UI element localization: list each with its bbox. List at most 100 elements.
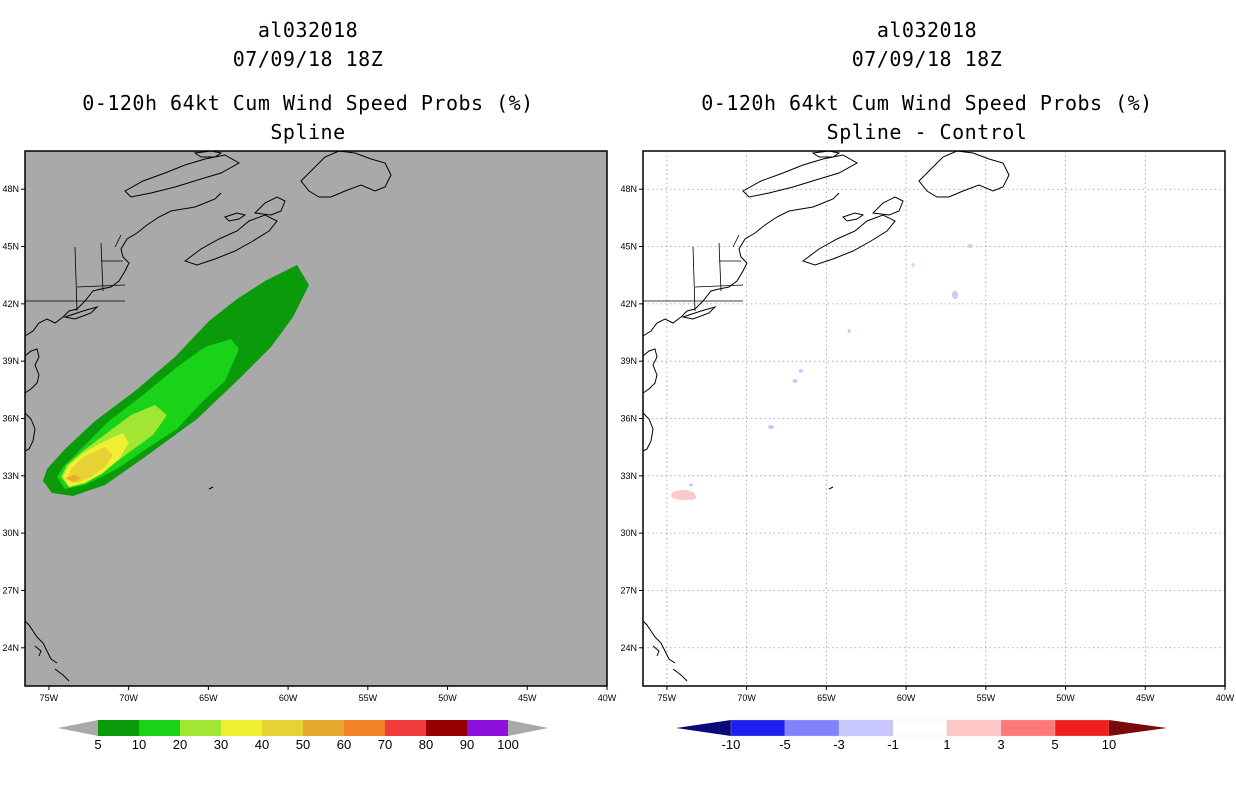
prob-40-50	[67, 447, 113, 483]
right-lat-label: 33N	[620, 471, 637, 481]
left-colorbar-label: 20	[173, 737, 187, 752]
right-colorbar-label: 3	[997, 737, 1004, 752]
right-colorbar-label: -3	[833, 737, 845, 752]
right-lat-label: 27N	[620, 585, 637, 595]
pei	[842, 212, 865, 222]
left-lon-label: 45W	[518, 693, 537, 703]
right-colorbar-label: 5	[1051, 737, 1058, 752]
right-map-background	[643, 151, 1225, 686]
left-subtitle: Spline	[270, 120, 346, 144]
left-colorbar-end-left	[58, 720, 98, 736]
left-lon-label: 65W	[199, 693, 218, 703]
left-colorbar-swatch	[221, 720, 262, 736]
right-subtitle: Spline - Control	[826, 120, 1028, 144]
difference-blobs	[671, 244, 972, 500]
us-east-coast	[642, 192, 840, 337]
left-lon-label: 60W	[279, 693, 298, 703]
prob-5-10	[43, 265, 309, 496]
right-lon-label: 75W	[658, 693, 677, 703]
right-datetime: 07/09/18 18Z	[851, 47, 1003, 71]
prob-50-60	[65, 475, 81, 482]
left-lon-label: 40W	[598, 693, 617, 703]
prob-30-40	[63, 433, 129, 487]
left-colorbar-label: 60	[337, 737, 351, 752]
mid-atlantic-coast	[24, 348, 40, 394]
left-lat-label: 24N	[2, 643, 19, 653]
right-lat-label: 42N	[620, 299, 637, 309]
right-lon-label: 50W	[1056, 693, 1075, 703]
left-colorbar-label: 80	[419, 737, 433, 752]
right-storm-id: al032018	[876, 18, 978, 42]
diff-negative-blob	[968, 244, 972, 248]
cape-breton	[871, 196, 904, 216]
left-colorbar-swatch	[426, 720, 467, 736]
nova-scotia	[183, 214, 278, 266]
right-lat-label: 48N	[620, 184, 637, 194]
state-borders	[25, 234, 126, 312]
right-lat-label: 24N	[620, 643, 637, 653]
left-coastlines	[24, 150, 392, 682]
diff-negative-blob	[799, 369, 803, 373]
diff-negative-blob	[952, 291, 958, 299]
anticosti	[193, 150, 223, 158]
left-colorbar-label: 70	[378, 737, 392, 752]
bahamas	[24, 620, 70, 682]
right-colorbar-end-left	[676, 720, 731, 736]
left-colorbar-swatch	[467, 720, 508, 736]
left-colorbar-label: 40	[255, 737, 269, 752]
diff-positive-blob-tail	[686, 494, 696, 500]
left-lat-label: 42N	[2, 299, 19, 309]
nova-scotia	[801, 214, 896, 266]
left-colorbar-swatch	[303, 720, 344, 736]
long-island	[681, 305, 717, 320]
left-datetime: 07/09/18 18Z	[232, 47, 384, 71]
diff-negative-blob	[768, 425, 774, 429]
left-colorbar-label: 100	[497, 737, 519, 752]
left-colorbar: 5 10 20 30 40 50 60 70 80 90 100	[58, 720, 548, 752]
diff-negative-blob	[847, 329, 851, 333]
gulf-of-st-lawrence	[124, 154, 241, 198]
right-colorbar-swatch	[730, 719, 786, 737]
left-lat-label: 36N	[2, 414, 19, 424]
right-lon-label: 40W	[1216, 693, 1235, 703]
right-product-title: 0-120h 64kt Cum Wind Speed Probs (%)	[701, 91, 1153, 115]
right-colorbar-swatch	[838, 719, 894, 737]
right-colorbar-swatch	[946, 719, 1002, 737]
diff-negative-blob	[689, 483, 693, 487]
prob-20-30	[61, 405, 167, 487]
bermuda	[208, 486, 214, 490]
gulf-of-st-lawrence	[742, 154, 859, 198]
newfoundland	[300, 150, 392, 198]
right-colorbar-swatch	[1000, 719, 1056, 737]
left-colorbar-swatch	[344, 720, 385, 736]
left-lon-label: 75W	[40, 693, 59, 703]
us-east-coast	[24, 192, 222, 337]
right-lat-label: 30N	[620, 528, 637, 538]
left-lat-label: 45N	[2, 242, 19, 252]
left-colorbar-label: 90	[460, 737, 474, 752]
right-lon-label: 65W	[817, 693, 836, 703]
right-colorbar-label: -5	[779, 737, 791, 752]
left-lat-label: 39N	[2, 356, 19, 366]
right-colorbar-swatch	[784, 719, 840, 737]
right-colorbar-swatch	[1054, 719, 1110, 737]
right-lon-label: 60W	[897, 693, 916, 703]
diff-negative-blob	[792, 379, 798, 383]
left-map-background	[25, 151, 607, 686]
left-storm-id: al032018	[257, 18, 359, 42]
right-lon-label: 55W	[977, 693, 996, 703]
left-lat-label: 30N	[2, 528, 19, 538]
left-colorbar-swatch	[385, 720, 426, 736]
bahamas	[642, 620, 688, 682]
left-colorbar-label: 30	[214, 737, 228, 752]
left-colorbar-label: 10	[132, 737, 146, 752]
right-colorbar-label: 1	[943, 737, 950, 752]
left-lon-label: 50W	[438, 693, 457, 703]
left-colorbar-swatch	[262, 720, 303, 736]
right-coastlines	[642, 150, 1010, 682]
left-colorbar-label: 5	[94, 737, 101, 752]
right-lat-label: 36N	[620, 414, 637, 424]
left-lat-label: 33N	[2, 471, 19, 481]
pei	[224, 212, 247, 222]
carolina-coast	[24, 412, 36, 452]
